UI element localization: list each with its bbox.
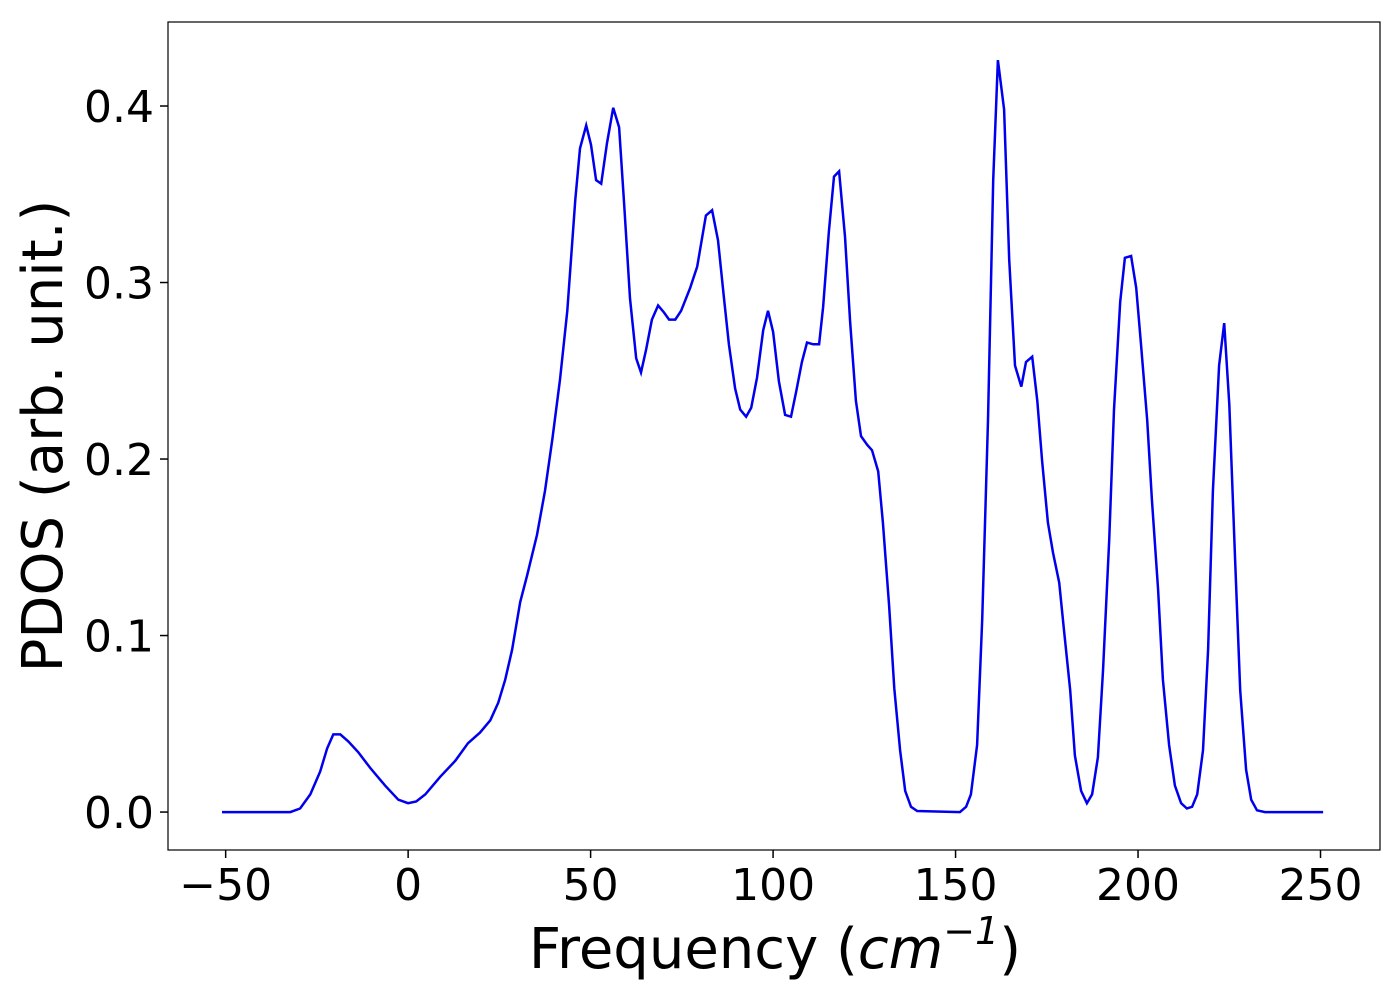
x-tick-label: 0 bbox=[394, 860, 422, 911]
y-tick-label: 0.4 bbox=[84, 82, 154, 133]
x-tick-label: 150 bbox=[914, 860, 998, 911]
plot-frame bbox=[167, 21, 1381, 851]
y-tick-label: 0.0 bbox=[84, 788, 154, 839]
x-tick-label: 200 bbox=[1096, 860, 1180, 911]
y-tick-label: 0.2 bbox=[84, 435, 154, 486]
x-tick-label: 250 bbox=[1279, 860, 1363, 911]
y-axis-label: PDOS (arb. unit.) bbox=[11, 200, 76, 673]
x-tick-label: 100 bbox=[731, 860, 815, 911]
x-label-unit: cm bbox=[858, 917, 943, 982]
y-tick-label: 0.1 bbox=[84, 612, 154, 663]
x-tick-label: −50 bbox=[179, 860, 272, 911]
x-label-text: Frequency ( bbox=[529, 917, 858, 982]
x-label-end: ) bbox=[999, 917, 1021, 982]
line bbox=[222, 59, 1324, 814]
y-tick-label: 0.3 bbox=[84, 259, 154, 310]
x-tick-label: 50 bbox=[563, 860, 619, 911]
x-axis-label: Frequency (cm−1) bbox=[529, 909, 1021, 982]
x-label-exponent: −1 bbox=[943, 909, 999, 953]
